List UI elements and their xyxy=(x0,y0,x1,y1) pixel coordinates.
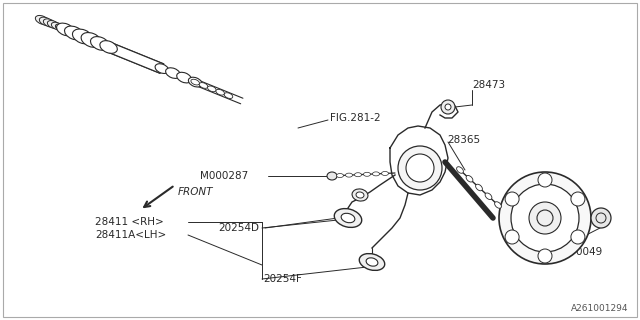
Text: 28411 <RH>: 28411 <RH> xyxy=(95,217,164,227)
Ellipse shape xyxy=(81,33,102,47)
Circle shape xyxy=(499,172,591,264)
Ellipse shape xyxy=(207,86,216,92)
Ellipse shape xyxy=(35,15,49,25)
Ellipse shape xyxy=(199,83,208,88)
Text: 28473: 28473 xyxy=(472,80,505,90)
Circle shape xyxy=(529,202,561,234)
Ellipse shape xyxy=(364,172,371,176)
Circle shape xyxy=(441,100,455,114)
Text: FIG.281-2: FIG.281-2 xyxy=(330,113,381,123)
Ellipse shape xyxy=(334,209,362,228)
Text: A261001294: A261001294 xyxy=(570,304,628,313)
Ellipse shape xyxy=(366,258,378,266)
Circle shape xyxy=(505,230,519,244)
Ellipse shape xyxy=(44,19,56,27)
Ellipse shape xyxy=(56,23,74,36)
Circle shape xyxy=(538,173,552,187)
Ellipse shape xyxy=(63,27,74,34)
Ellipse shape xyxy=(60,26,70,33)
Circle shape xyxy=(571,192,585,206)
Ellipse shape xyxy=(166,68,180,78)
Ellipse shape xyxy=(456,167,463,173)
Ellipse shape xyxy=(47,20,60,29)
Ellipse shape xyxy=(372,172,380,176)
Circle shape xyxy=(571,230,585,244)
Ellipse shape xyxy=(90,36,109,50)
Ellipse shape xyxy=(56,24,67,31)
Ellipse shape xyxy=(39,17,52,26)
Ellipse shape xyxy=(341,213,355,223)
Ellipse shape xyxy=(485,193,492,200)
Circle shape xyxy=(538,249,552,263)
Ellipse shape xyxy=(356,192,364,198)
Ellipse shape xyxy=(346,173,353,177)
Text: M000287: M000287 xyxy=(200,171,248,181)
Ellipse shape xyxy=(224,93,233,99)
Ellipse shape xyxy=(327,172,337,180)
Ellipse shape xyxy=(155,64,169,74)
Ellipse shape xyxy=(476,184,483,191)
Ellipse shape xyxy=(188,77,202,87)
Text: 28411A<LH>: 28411A<LH> xyxy=(95,230,166,240)
Text: FRONT: FRONT xyxy=(178,187,214,197)
Circle shape xyxy=(445,104,451,110)
Text: 28365: 28365 xyxy=(447,135,480,145)
Circle shape xyxy=(398,146,442,190)
Circle shape xyxy=(505,192,519,206)
Ellipse shape xyxy=(72,29,93,44)
Ellipse shape xyxy=(100,41,117,53)
Text: 20254D: 20254D xyxy=(218,223,259,233)
Circle shape xyxy=(406,154,434,182)
Ellipse shape xyxy=(337,173,344,178)
Ellipse shape xyxy=(352,189,368,201)
Ellipse shape xyxy=(466,175,473,182)
Text: N170049: N170049 xyxy=(555,247,602,257)
Ellipse shape xyxy=(177,72,191,83)
Ellipse shape xyxy=(381,172,388,175)
Polygon shape xyxy=(107,42,164,73)
Ellipse shape xyxy=(216,89,225,95)
Circle shape xyxy=(591,208,611,228)
Ellipse shape xyxy=(359,253,385,270)
Ellipse shape xyxy=(65,26,83,40)
Ellipse shape xyxy=(495,202,501,208)
Ellipse shape xyxy=(355,173,362,177)
Ellipse shape xyxy=(191,79,200,85)
Circle shape xyxy=(511,184,579,252)
Ellipse shape xyxy=(51,22,63,30)
Text: 20254F: 20254F xyxy=(263,274,302,284)
